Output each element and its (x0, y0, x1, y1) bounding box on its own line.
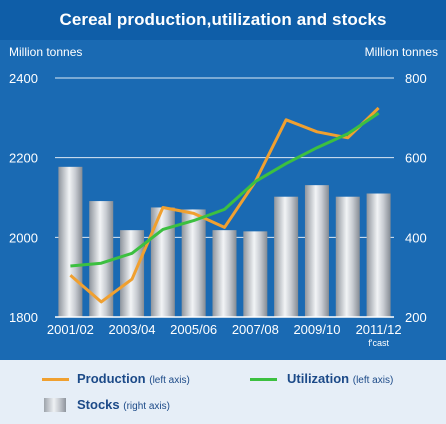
bar-stocks (366, 193, 391, 317)
legend-production-swatch (42, 378, 69, 381)
bar-stocks (243, 231, 268, 317)
bar-stocks (120, 230, 145, 317)
bar-stocks (274, 196, 299, 317)
left-y-tick-label: 1800 (9, 310, 38, 325)
bar-stocks (304, 185, 329, 317)
x-tick-label: 2003/04 (109, 322, 156, 337)
left-y-tick-label: 2000 (9, 230, 38, 245)
right-y-tick-label: 400 (405, 230, 427, 245)
x-tick-label: 2007/08 (232, 322, 279, 337)
right-y-tick-label: 800 (405, 71, 427, 86)
legend-stocks-label: Stocks (77, 397, 120, 412)
left-axis-unit-label: Million tonnes (9, 45, 83, 59)
line-utilization (70, 111, 380, 268)
legend-production-label: Production (77, 371, 146, 386)
x-tick-label: 2005/06 (170, 322, 217, 337)
legend-utilization-label: Utilization (287, 371, 350, 386)
legend-stocks-swatch (44, 398, 66, 412)
right-y-tick-label: 600 (405, 151, 427, 166)
right-y-tick-label: 200 (405, 310, 427, 325)
bar-stocks (335, 196, 360, 317)
legend-stocks-note: (right axis) (123, 401, 170, 412)
legend-utilization: Utilization (left axis) (287, 371, 393, 386)
chart-title: Cereal production,utilization and stocks (0, 0, 446, 40)
chart-canvas: 1800 2000 2200 2400 200 400 600 800 2001/02 2003/… (9, 71, 427, 348)
left-y-tick-label: 2400 (9, 71, 38, 86)
legend: Production (left axis) Utilization (left… (0, 360, 446, 424)
x-tick-label: 2009/10 (293, 322, 340, 337)
x-tick-label: 2001/02 (47, 322, 94, 337)
x-tick-sublabel: f'cast (368, 338, 389, 348)
legend-utilization-note: (left axis) (352, 375, 394, 386)
bar-stocks (58, 166, 83, 317)
line-production (69, 106, 380, 304)
legend-production-note: (left axis) (149, 375, 190, 386)
bar-stocks (181, 209, 206, 317)
left-y-tick-label: 2200 (9, 151, 38, 166)
bar-stocks (212, 230, 237, 317)
legend-stocks: Stocks (right axis) (77, 397, 170, 412)
right-axis-unit-label: Million tonnes (364, 45, 438, 59)
legend-production: Production (left axis) (77, 371, 190, 386)
legend-utilization-swatch (250, 378, 277, 381)
x-tick-label: 2011/12 (356, 322, 402, 337)
